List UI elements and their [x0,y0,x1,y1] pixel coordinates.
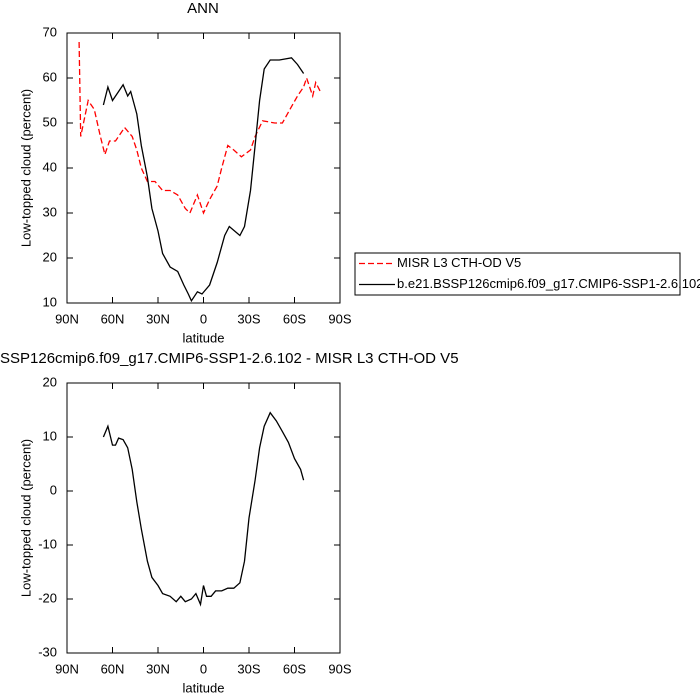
x-tick-label: 0 [200,661,207,676]
x-tick-label: 30N [146,311,170,326]
chart-title: ANN [187,0,219,17]
legend-box [354,252,681,296]
x-tick-label: 30S [237,311,260,326]
y-tick-label: 10 [43,294,57,309]
x-tick-label: 90N [55,311,79,326]
x-tick-label: 30N [146,661,170,676]
legend-label: b.e21.BSSP126cmip6.f09_g17.CMIP6-SSP1-2.… [397,276,700,291]
x-tick-label: 90S [328,311,351,326]
y-tick-label: -20 [38,590,57,605]
x-axis-label: latitude [183,680,225,695]
data-line [78,41,321,215]
plot-frame [66,32,341,304]
y-tick-label: 0 [50,482,57,497]
y-tick-label: 70 [43,24,57,39]
y-tick-label: 50 [43,114,57,129]
y-tick-label: -30 [38,644,57,659]
y-tick-label: 40 [43,159,57,174]
plot-frame [66,382,341,654]
y-axis-label: Low-topped cloud (percent) [18,89,33,247]
y-tick-label: 20 [43,374,57,389]
x-tick-label: 30S [237,661,260,676]
chart-title: SSP126cmip6.f09_g17.CMIP6-SSP1-2.6.102 -… [0,350,459,367]
y-tick-label: -10 [38,536,57,551]
x-tick-label: 0 [200,311,207,326]
y-tick-label: 20 [43,249,57,264]
x-tick-label: 60N [101,311,125,326]
x-axis-label: latitude [183,330,225,345]
legend-label: MISR L3 CTH-OD V5 [397,255,521,270]
data-line [102,57,305,303]
y-tick-label: 60 [43,69,57,84]
y-axis-label: Low-topped cloud (percent) [18,439,33,597]
x-tick-label: 60S [283,661,306,676]
x-tick-label: 60N [101,661,125,676]
x-tick-label: 90N [55,661,79,676]
x-tick-label: 60S [283,311,306,326]
x-tick-label: 90S [328,661,351,676]
y-tick-label: 10 [43,428,57,443]
y-tick-label: 30 [43,204,57,219]
data-line [102,411,305,607]
